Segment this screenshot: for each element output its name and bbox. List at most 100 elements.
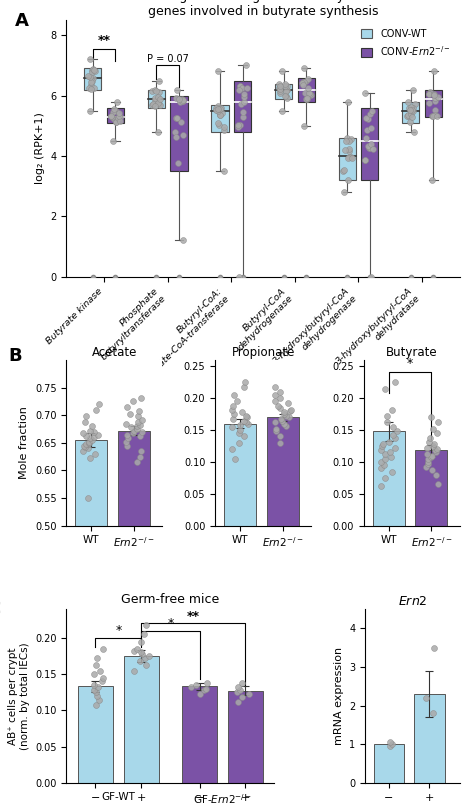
Point	[272, 422, 279, 435]
Point	[409, 83, 416, 96]
Point	[143, 618, 150, 631]
Point	[175, 92, 183, 105]
Point	[346, 134, 353, 147]
Point	[366, 108, 374, 121]
Point	[379, 440, 386, 453]
Bar	[224, 424, 256, 525]
Point	[122, 435, 130, 448]
Point	[109, 135, 117, 148]
Point	[155, 125, 162, 138]
Point	[283, 410, 290, 423]
Point	[380, 458, 387, 471]
Point	[228, 420, 236, 433]
Text: GF-WT: GF-WT	[101, 792, 135, 802]
Point	[116, 115, 123, 128]
Point	[86, 452, 93, 465]
Point	[305, 86, 313, 99]
Point	[90, 667, 97, 680]
Point	[408, 103, 416, 116]
Point	[276, 437, 284, 449]
Point	[276, 86, 283, 99]
Point	[130, 664, 138, 677]
Point	[431, 108, 438, 121]
Point	[218, 107, 226, 119]
Point	[388, 450, 395, 463]
Point	[424, 458, 432, 471]
Point	[240, 414, 248, 427]
Point	[89, 420, 96, 433]
Point	[427, 450, 435, 463]
Point	[282, 89, 290, 102]
Point	[133, 420, 141, 433]
Point	[406, 104, 414, 117]
Point	[239, 105, 246, 118]
Bar	[338, 138, 356, 180]
Point	[97, 664, 104, 677]
Point	[367, 270, 374, 283]
Point	[203, 676, 211, 689]
Point	[348, 151, 356, 164]
Point	[173, 83, 181, 96]
Point	[234, 696, 242, 709]
Point	[229, 412, 237, 425]
Point	[110, 113, 118, 126]
Point	[79, 445, 86, 458]
Point	[129, 395, 137, 408]
Point	[347, 132, 355, 145]
Point	[240, 96, 248, 109]
Point	[173, 112, 180, 125]
Point	[409, 105, 417, 118]
Point	[112, 116, 119, 129]
Point	[281, 408, 288, 420]
Point	[215, 65, 222, 78]
Point	[345, 143, 353, 156]
Point	[82, 416, 89, 429]
Point	[93, 652, 100, 665]
Text: P = 0.07: P = 0.07	[147, 54, 189, 64]
Bar	[373, 432, 405, 525]
Point	[307, 89, 314, 102]
Point	[137, 445, 145, 458]
Point	[172, 131, 180, 144]
Text: **: **	[187, 610, 200, 623]
Point	[367, 138, 374, 151]
Point	[86, 71, 94, 84]
Bar	[182, 687, 217, 783]
Point	[179, 94, 186, 107]
Point	[362, 86, 369, 99]
Point	[192, 679, 200, 692]
Point	[240, 111, 247, 123]
Point	[240, 430, 247, 443]
Title: Germ-free mice: Germ-free mice	[121, 593, 219, 607]
Bar	[414, 694, 445, 783]
Point	[91, 679, 98, 692]
Point	[283, 84, 290, 97]
Point	[425, 97, 433, 110]
Point	[428, 174, 436, 186]
Point	[151, 100, 158, 113]
Point	[404, 110, 411, 123]
Point	[281, 417, 288, 430]
Point	[220, 120, 228, 133]
Point	[430, 642, 438, 654]
Point	[237, 684, 244, 696]
Point	[339, 165, 347, 178]
Point	[243, 82, 251, 94]
Point	[304, 73, 312, 86]
Y-axis label: AB⁺ cells per crypt
(norm. by total IECs): AB⁺ cells per crypt (norm. by total IECs…	[8, 642, 29, 750]
Point	[236, 424, 244, 437]
Point	[435, 478, 442, 491]
Point	[410, 125, 418, 138]
Bar	[228, 691, 263, 783]
Point	[134, 642, 141, 655]
Point	[84, 491, 92, 504]
Bar	[425, 90, 442, 117]
Point	[345, 151, 353, 164]
Point	[235, 121, 242, 134]
Point	[95, 693, 103, 706]
Bar	[170, 95, 188, 171]
Point	[240, 90, 248, 103]
Point	[241, 380, 248, 393]
Point	[212, 103, 219, 116]
Point	[364, 140, 372, 153]
